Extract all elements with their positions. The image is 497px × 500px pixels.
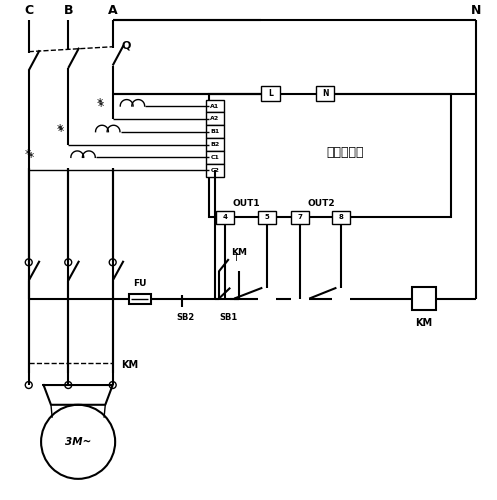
Text: *: *: [57, 122, 63, 136]
Bar: [261, 86, 280, 101]
Text: T: T: [233, 254, 238, 262]
Text: KM: KM: [415, 318, 432, 328]
Text: B2: B2: [210, 142, 220, 147]
Bar: [209, 94, 451, 217]
Text: OUT1: OUT1: [233, 199, 260, 208]
Bar: [206, 164, 224, 176]
Text: B: B: [64, 4, 73, 17]
Text: A: A: [108, 4, 117, 17]
Bar: [316, 86, 334, 101]
Text: *: *: [97, 100, 103, 112]
Text: *: *: [58, 125, 64, 138]
Bar: [129, 294, 151, 304]
Bar: [291, 210, 309, 224]
Text: Q: Q: [122, 41, 131, 51]
Text: 4: 4: [223, 214, 228, 220]
Text: A2: A2: [210, 116, 220, 121]
Bar: [206, 138, 224, 151]
Bar: [206, 112, 224, 126]
Text: *: *: [25, 148, 31, 162]
Text: C: C: [24, 4, 33, 17]
Text: KM: KM: [231, 248, 247, 256]
Text: 智能保护器: 智能保护器: [326, 146, 363, 160]
Text: SB2: SB2: [176, 314, 195, 322]
Bar: [206, 151, 224, 164]
Text: L: L: [268, 89, 273, 98]
Text: C1: C1: [211, 155, 219, 160]
Bar: [216, 210, 234, 224]
Text: 7: 7: [298, 214, 303, 220]
Bar: [332, 210, 350, 224]
Text: *: *: [96, 97, 103, 110]
Text: C2: C2: [211, 168, 219, 172]
Bar: [258, 210, 276, 224]
Text: *: *: [28, 151, 34, 164]
Bar: [206, 100, 224, 112]
Text: A1: A1: [210, 104, 220, 108]
Text: SB1: SB1: [220, 314, 238, 322]
Text: 8: 8: [339, 214, 344, 220]
Text: FU: FU: [133, 278, 147, 287]
Text: OUT2: OUT2: [307, 199, 334, 208]
Text: 5: 5: [265, 214, 270, 220]
Bar: [206, 126, 224, 138]
Text: KM: KM: [122, 360, 139, 370]
Text: B1: B1: [210, 129, 220, 134]
Text: N: N: [471, 4, 481, 17]
Text: 3M~: 3M~: [65, 437, 91, 447]
Bar: [412, 287, 436, 310]
Text: N: N: [322, 89, 329, 98]
